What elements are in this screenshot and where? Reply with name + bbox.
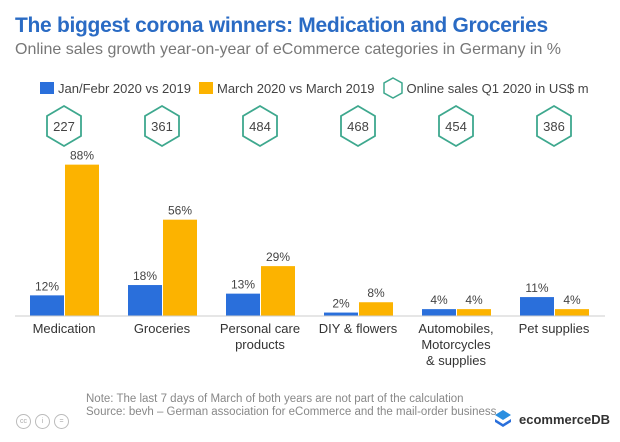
hexagon-value: 361 bbox=[151, 119, 173, 134]
license-icons: cc i = bbox=[16, 414, 69, 429]
hexagon-icon bbox=[536, 104, 572, 148]
legend-label-online-sales: Online sales Q1 2020 in US$ m bbox=[406, 80, 589, 96]
hexagon-value: 468 bbox=[347, 119, 369, 134]
legend-label-jan-feb: Jan/Febr 2020 vs 2019 bbox=[58, 80, 191, 96]
hexagon-value: 386 bbox=[543, 119, 565, 134]
data-label: 56% bbox=[168, 204, 192, 218]
category-label: Pet supplies bbox=[519, 321, 590, 336]
data-label: 8% bbox=[367, 286, 385, 300]
bar-jan-feb bbox=[30, 295, 64, 316]
category-label: & supplies bbox=[426, 353, 486, 368]
hexagon-icon bbox=[46, 104, 82, 148]
bar-jan-feb bbox=[324, 312, 358, 316]
cc-icon: cc bbox=[16, 414, 31, 429]
data-label: 2% bbox=[332, 297, 350, 311]
source-text: Source: bevh – German association for eC… bbox=[86, 406, 497, 418]
category-label: DIY & flowers bbox=[319, 321, 398, 336]
bar-jan-feb bbox=[520, 297, 554, 316]
legend-label-march: March 2020 vs March 2019 bbox=[216, 80, 375, 96]
no-derivatives-icon: = bbox=[54, 414, 69, 429]
bar-march bbox=[457, 309, 491, 316]
data-label: 4% bbox=[465, 293, 483, 307]
chart-subtitle: Online sales growth year-on-year of eCom… bbox=[15, 41, 562, 58]
hexagon-icon bbox=[242, 104, 278, 148]
bar-march bbox=[261, 266, 295, 316]
bar-march bbox=[555, 309, 589, 316]
hexagon-icon bbox=[438, 104, 474, 148]
data-label: 18% bbox=[133, 269, 157, 283]
data-label: 29% bbox=[266, 250, 290, 264]
bar-jan-feb bbox=[226, 293, 260, 316]
brand-logo: ecommerceDB bbox=[493, 408, 610, 430]
data-label: 4% bbox=[430, 293, 448, 307]
bar-march bbox=[65, 164, 99, 316]
hexagon-value: 484 bbox=[249, 119, 271, 134]
brand-name: ecommerceDB bbox=[519, 411, 611, 427]
category-label: Motorcycles bbox=[421, 337, 491, 352]
bar-jan-feb bbox=[422, 309, 456, 316]
attribution-icon: i bbox=[35, 414, 50, 429]
hexagon-icon bbox=[340, 104, 376, 148]
note-text: Note: The last 7 days of March of both y… bbox=[86, 393, 464, 405]
category-label: Personal care bbox=[220, 321, 300, 336]
legend-swatch-blue bbox=[40, 82, 54, 94]
category-label: Medication bbox=[33, 321, 96, 336]
chart-title: The biggest corona winners: Medication a… bbox=[15, 14, 548, 37]
ecommercedb-logo-icon bbox=[495, 410, 511, 427]
hexagon-icon bbox=[144, 104, 180, 148]
data-label: 13% bbox=[231, 278, 255, 292]
data-label: 4% bbox=[563, 293, 581, 307]
data-label: 12% bbox=[35, 279, 59, 293]
legend-swatch-orange bbox=[198, 82, 213, 94]
data-label: 88% bbox=[70, 149, 94, 163]
hexagon-legend-icon bbox=[382, 77, 403, 99]
legend: Jan/Febr 2020 vs 2019 March 2020 vs Marc… bbox=[40, 77, 589, 99]
bar-jan-feb bbox=[128, 285, 162, 316]
category-label: Automobiles, bbox=[418, 321, 493, 336]
category-label: products bbox=[235, 337, 285, 352]
hexagon-value: 227 bbox=[53, 119, 75, 134]
bar-march bbox=[163, 219, 197, 316]
data-label: 11% bbox=[525, 281, 548, 295]
footnote: Note: The last 7 days of March of both y… bbox=[86, 393, 506, 419]
bar-march bbox=[359, 302, 393, 316]
plot-area: 12% 88% 227 Medication 18% 56% 361 Groceries 13%… bbox=[15, 104, 605, 368]
hexagon-value: 454 bbox=[445, 119, 467, 134]
category-label: Groceries bbox=[134, 321, 191, 336]
